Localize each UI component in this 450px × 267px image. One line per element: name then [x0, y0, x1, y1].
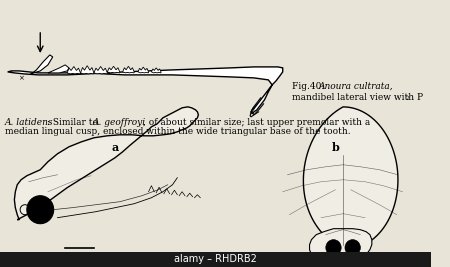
Text: A. latidens: A. latidens [5, 118, 53, 127]
Polygon shape [151, 68, 161, 73]
Circle shape [326, 240, 341, 256]
Text: A. geoffroyi: A. geoffroyi [93, 118, 146, 127]
Polygon shape [81, 66, 94, 74]
Text: median lingual cusp, enclosed within the wide triangular base of the tooth.: median lingual cusp, enclosed within the… [5, 127, 351, 136]
Polygon shape [67, 66, 81, 74]
Text: 2: 2 [405, 96, 410, 101]
Text: , of about similar size; last upper premolar with a: , of about similar size; last upper prem… [143, 118, 370, 127]
Bar [0, 252, 431, 267]
Circle shape [345, 240, 360, 256]
Circle shape [27, 196, 54, 224]
Text: $\times$: $\times$ [18, 73, 25, 82]
Text: 5 mm: 5 mm [297, 261, 316, 266]
Text: b: b [332, 142, 339, 153]
Polygon shape [138, 67, 148, 73]
Polygon shape [31, 55, 53, 74]
Polygon shape [8, 67, 283, 114]
Text: a: a [112, 142, 119, 153]
Text: : Similar to: : Similar to [47, 118, 101, 127]
Text: mandibel lateral view with P: mandibel lateral view with P [292, 93, 423, 102]
Text: 5 mm: 5 mm [71, 252, 89, 257]
Text: Anoura cultrata,: Anoura cultrata, [319, 82, 394, 91]
Polygon shape [14, 107, 198, 220]
Text: alamy – RHDRB2: alamy – RHDRB2 [174, 254, 257, 264]
Polygon shape [303, 107, 398, 250]
Polygon shape [94, 66, 108, 74]
Text: Fig.40:: Fig.40: [292, 82, 328, 91]
Polygon shape [108, 66, 120, 73]
Polygon shape [48, 65, 69, 73]
Polygon shape [310, 229, 372, 260]
Polygon shape [123, 66, 134, 73]
